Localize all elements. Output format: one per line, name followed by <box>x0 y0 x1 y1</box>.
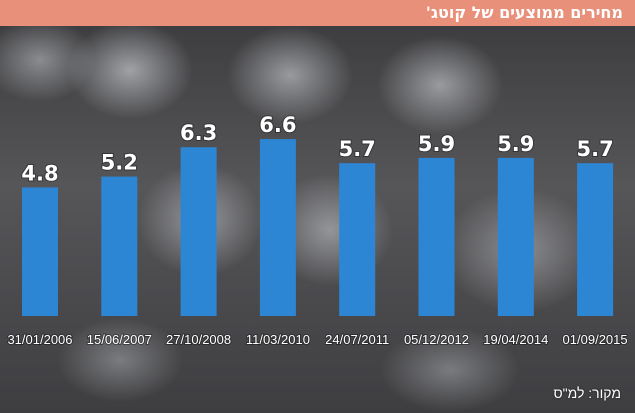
bar-value-label-6: 5.9 <box>418 132 455 156</box>
bar-1 <box>22 187 58 316</box>
category-label-4: 11/03/2010 <box>246 332 310 347</box>
category-label-1: 31/01/2006 <box>7 332 72 347</box>
bar-value-label-3: 6.3 <box>180 121 217 145</box>
bar-value-label-8: 5.7 <box>576 137 613 161</box>
category-label-3: 27/10/2008 <box>166 332 231 347</box>
category-label-2: 15/06/2007 <box>87 332 152 347</box>
bar-value-label-4: 6.6 <box>259 113 296 137</box>
bar-2 <box>101 176 138 316</box>
category-label-7: 19/04/2014 <box>483 332 548 347</box>
bar-3 <box>180 147 217 316</box>
bar-value-label-7: 5.9 <box>497 132 534 156</box>
category-label-6: 05/12/2012 <box>404 332 469 347</box>
bar-4 <box>259 139 296 316</box>
chart-title: מחירים ממוצעים של קוטג' <box>425 3 623 22</box>
bar-value-label-5: 5.7 <box>339 137 376 161</box>
bar-value-label-1: 4.8 <box>21 161 58 185</box>
title-banner: מחירים ממוצעים של קוטג' <box>0 0 635 26</box>
bar-value-label-2: 5.2 <box>101 151 138 175</box>
source-note: מקור: למ"ס <box>553 385 621 401</box>
bar-5 <box>339 163 376 316</box>
category-label-5: 24/07/2011 <box>325 332 389 347</box>
category-label-8: 01/09/2015 <box>563 332 628 347</box>
bar-8 <box>577 163 614 316</box>
bar-6 <box>418 157 455 316</box>
bar-7 <box>497 157 534 316</box>
